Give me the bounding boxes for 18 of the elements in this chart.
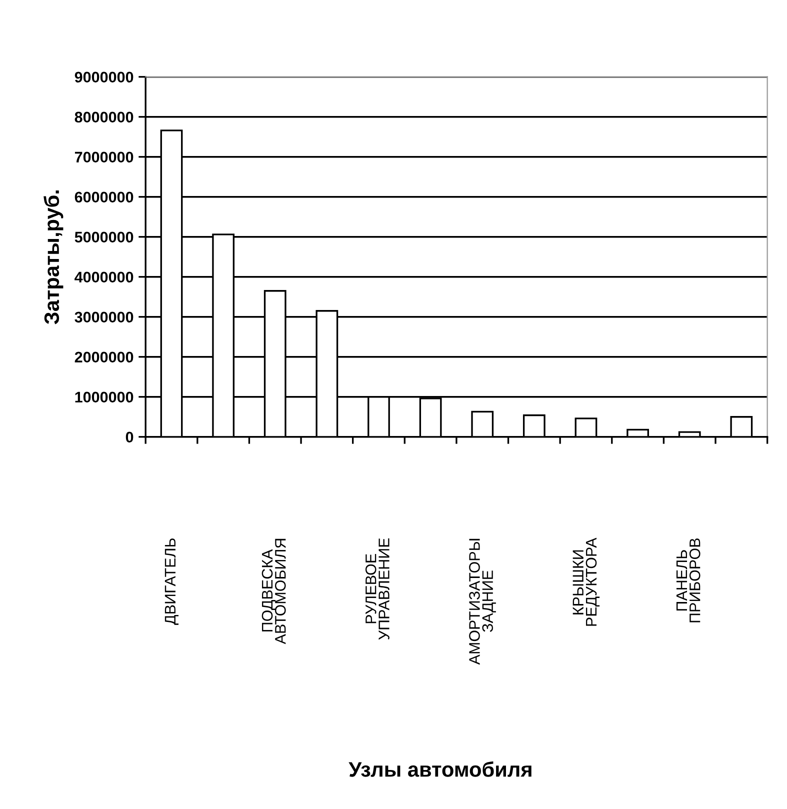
x-tick-label: РУЛЕВОЕ УПРАВЛЕНИЕ — [365, 538, 390, 640]
y-tick-label: 1000000 — [75, 392, 134, 403]
y-tick-label: 2000000 — [74, 352, 134, 363]
y-tick-label: 4000000 — [74, 272, 134, 283]
x-tick-label: ПОДВЕСКА АВТОМОБИЛЯ — [262, 538, 286, 644]
x-tick-label: КРЫШКИ РЕДУКТОРА — [572, 538, 600, 626]
y-tick-label: 6000000 — [74, 192, 134, 203]
y-axis-title: Затраты,руб. — [44, 190, 64, 324]
x-tick-label: АМОРТИЗАТОРЫ ЗАДНИЕ — [469, 538, 496, 665]
x-axis-title: Узлы автомобиля — [348, 761, 532, 777]
y-tick-label: 3000000 — [74, 312, 134, 323]
y-tick-label: 0 — [126, 432, 134, 443]
x-tick-label: ДВИГАТЕЛЬ — [164, 538, 178, 625]
x-tick-label: ПАНЕЛЬ ПРИБОРОВ — [676, 538, 700, 622]
y-tick-label: 9000000 — [74, 72, 134, 83]
y-tick-label: 5000000 — [74, 232, 134, 243]
y-tick-label: 7000000 — [74, 152, 134, 163]
y-tick-label: 8000000 — [74, 112, 134, 123]
